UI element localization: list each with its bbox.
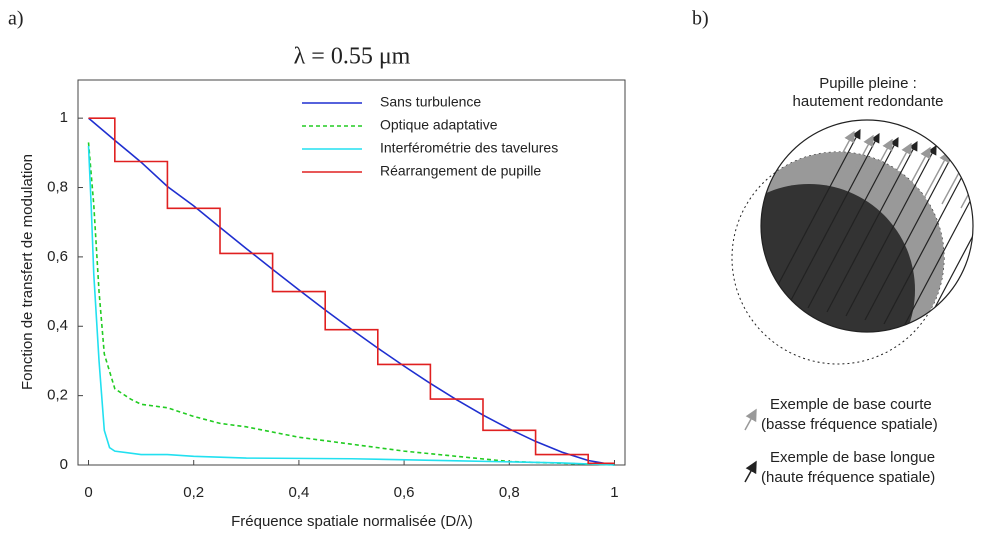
- long-baseline: [769, 128, 861, 301]
- short-baseline: [922, 150, 950, 201]
- series-line: [87, 142, 615, 466]
- series-line: [88, 117, 615, 465]
- long-baseline: [902, 157, 973, 329]
- long-baseline: [807, 136, 899, 309]
- x-tick-label: 1: [610, 484, 618, 501]
- x-axis-label: Fréquence spatiale normalisée (D/λ): [231, 513, 473, 530]
- long-baseline: [845, 144, 937, 317]
- legend-text: (basse fréquence spatiale): [761, 416, 938, 433]
- panel-label: a): [8, 8, 24, 30]
- y-tick-label: 0,4: [47, 317, 68, 334]
- long-baseline: [921, 161, 973, 332]
- short-baseline: [827, 130, 855, 181]
- legend-text: Exemple de base longue: [770, 449, 935, 466]
- short-baseline: [980, 164, 986, 212]
- y-tick-label: 0,6: [47, 248, 68, 265]
- short-baseline: [846, 134, 874, 185]
- y-tick-label: 1: [60, 109, 68, 126]
- short-baseline: [941, 154, 969, 205]
- legend-arrow: [744, 460, 757, 483]
- short-baseline: [884, 142, 912, 193]
- x-tick-label: 0,8: [499, 484, 520, 501]
- pupil: [760, 119, 974, 333]
- legend-label: Sans turbulence: [380, 94, 481, 110]
- x-tick-label: 0: [84, 484, 92, 501]
- long-baseline: [826, 140, 918, 313]
- y-tick-label: 0,2: [47, 387, 68, 404]
- overlap2-group: [761, 184, 915, 332]
- long-baseline: [788, 132, 880, 305]
- legend-text: (haute fréquence spatiale): [761, 469, 935, 486]
- legend-label: Réarrangement de pupille: [380, 163, 541, 179]
- x-tick-label: 0,2: [183, 484, 204, 501]
- series-line: [87, 145, 615, 466]
- y-axis-label: Fonction de transfert de modulation: [19, 154, 36, 390]
- legend-text: Exemple de base courte: [770, 396, 932, 413]
- legend-label: Interférométrie des tavelures: [380, 140, 558, 156]
- y-tick-label: 0,8: [47, 178, 68, 195]
- long-baseline: [883, 152, 973, 325]
- chart-title: λ = 0.55 μm: [294, 44, 411, 70]
- legend-label: Optique adaptative: [380, 117, 498, 133]
- diagram-title: Pupille pleine :: [819, 75, 917, 92]
- long-baseline: [864, 148, 956, 321]
- panel-label: b): [692, 8, 709, 30]
- legend-arrow: [744, 408, 757, 431]
- x-tick-label: 0,6: [394, 484, 415, 501]
- pupil-diagram: Pupille pleine : hautement redondante Ex…: [731, 75, 986, 486]
- short-baseline: [960, 159, 973, 209]
- short-baseline: [865, 138, 893, 189]
- diagram-title: hautement redondante: [793, 93, 944, 110]
- short-baseline: [903, 146, 931, 197]
- y-tick-label: 0: [60, 456, 68, 473]
- x-tick-label: 0,4: [288, 484, 309, 501]
- plot-frame: [77, 79, 626, 466]
- long-baseline: [959, 169, 973, 332]
- plot-area: 0 0,2 0,4 0,6 0,8 1 0 0,2 0,4 0,6 0,8 1 Sans turbule…: [47, 79, 626, 501]
- overlap2: [761, 184, 915, 332]
- long-baseline: [940, 165, 973, 332]
